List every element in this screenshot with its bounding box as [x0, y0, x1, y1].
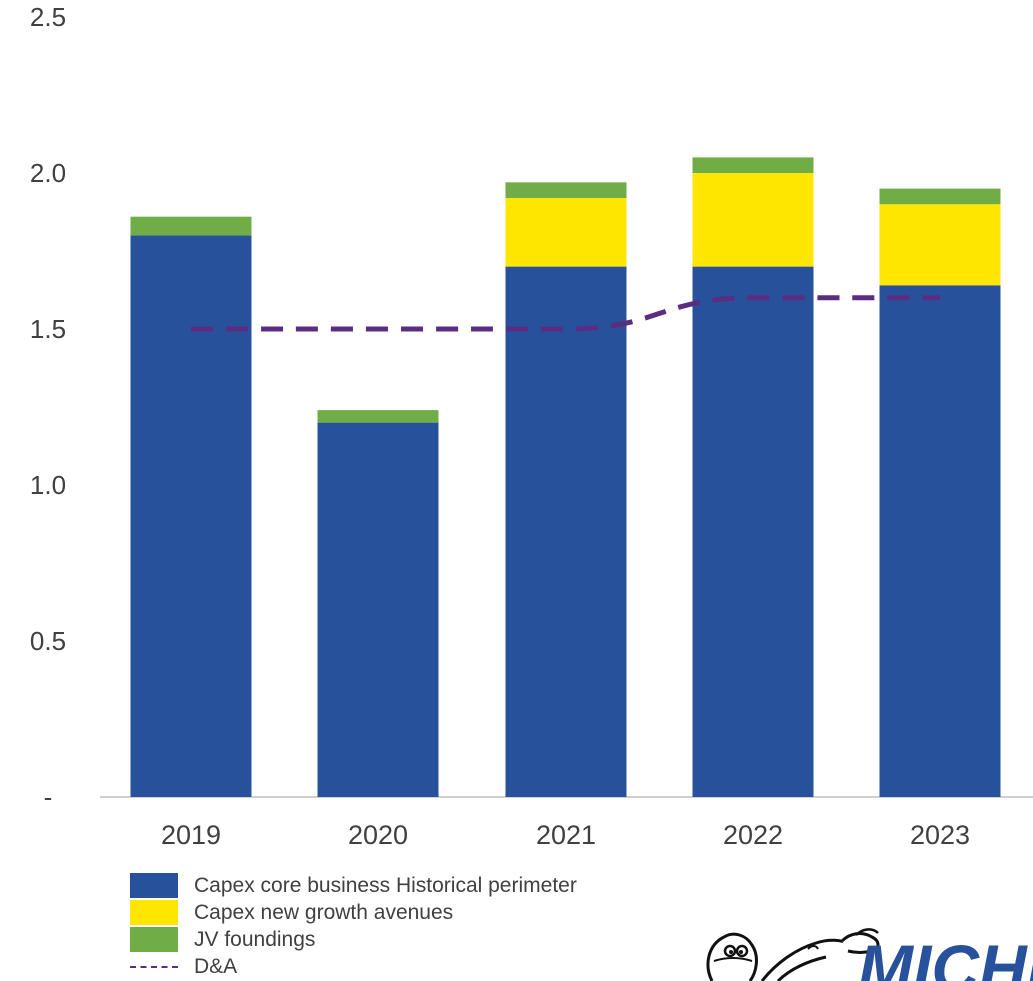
- legend-swatch-da: [130, 965, 178, 968]
- y-axis-labels: - 0.5 1.0 1.5 2.0 2.5: [30, 2, 66, 812]
- legend-swatch-capex-core: [130, 873, 178, 898]
- x-tick-label-2023: 2023: [910, 820, 970, 850]
- legend-item-capex-core: Capex core business Historical perimeter: [130, 872, 577, 899]
- bar-2019-series-0: [130, 235, 252, 797]
- legend-swatch-capex-growth: [130, 900, 178, 925]
- legend-label-jv-foundings: JV foundings: [194, 927, 316, 951]
- michelin-logo: MICHELIN: [690, 905, 1033, 981]
- bar-2023-series-2: [879, 188, 1001, 205]
- bar-2020-series-2: [317, 410, 439, 423]
- legend-item-da: D&A: [130, 953, 577, 980]
- bar-2019-series-2: [130, 216, 252, 236]
- y-tick-label: 1.0: [30, 470, 66, 500]
- bar-2022-series-1: [692, 173, 814, 267]
- x-tick-label-2019: 2019: [161, 820, 221, 850]
- michelin-logo-icon: MICHELIN: [706, 928, 1033, 981]
- bar-2022-series-0: [692, 266, 814, 798]
- logo-wordmark: MICHELIN: [858, 931, 1033, 981]
- x-tick-label-2022: 2022: [723, 820, 783, 850]
- bars: [130, 157, 1001, 798]
- bar-2020-series-0: [317, 422, 439, 797]
- da-line: [191, 295, 940, 332]
- legend-label-capex-growth: Capex new growth avenues: [194, 900, 454, 924]
- x-tick-label-2021: 2021: [536, 820, 596, 850]
- y-tick-label: 2.0: [30, 158, 66, 188]
- legend-label-da: D&A: [194, 954, 238, 978]
- bar-2023-series-1: [879, 204, 1001, 286]
- y-tick-label: -: [44, 782, 53, 812]
- bar-2021-series-1: [505, 197, 627, 267]
- bar-2023-series-0: [879, 285, 1001, 797]
- x-axis-labels: 2019 2020 2021 2022 2023: [161, 820, 970, 850]
- legend-swatch-jv-foundings: [130, 927, 178, 952]
- y-tick-label: 0.5: [30, 626, 66, 656]
- capex-chart: - 0.5 1.0 1.5 2.0 2.5 2019 2020 2021 2022 2023: [30, 2, 1033, 850]
- bar-2022-series-2: [692, 157, 814, 173]
- y-tick-label: 1.5: [30, 314, 66, 344]
- y-tick-label: 2.5: [30, 2, 66, 32]
- legend: Capex core business Historical perimeter…: [130, 872, 577, 980]
- legend-label-capex-core: Capex core business Historical perimeter: [194, 873, 577, 897]
- bar-2021-series-0: [505, 266, 627, 798]
- bar-2021-series-2: [505, 182, 627, 198]
- legend-item-jv-foundings: JV foundings: [130, 926, 577, 953]
- legend-item-capex-growth: Capex new growth avenues: [130, 899, 577, 926]
- x-tick-label-2020: 2020: [348, 820, 408, 850]
